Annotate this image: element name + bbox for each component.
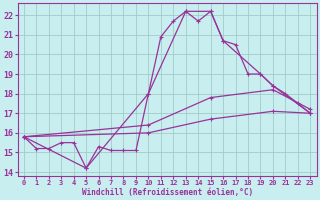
X-axis label: Windchill (Refroidissement éolien,°C): Windchill (Refroidissement éolien,°C) (82, 188, 253, 197)
